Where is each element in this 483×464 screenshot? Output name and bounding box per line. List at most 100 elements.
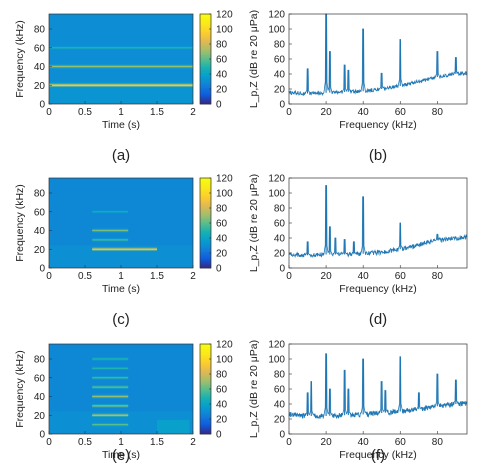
y-tick-label: 120 xyxy=(268,10,285,21)
colorbar-segment xyxy=(200,96,211,99)
colorbar-segment xyxy=(200,181,211,183)
colorbar-segment xyxy=(200,44,211,46)
colorbar-tick-label: 60 xyxy=(216,219,228,230)
colorbar-segment xyxy=(200,99,211,102)
spectral-band xyxy=(49,47,193,49)
x-tick-label: 0 xyxy=(286,271,292,282)
colorbar-segment xyxy=(200,48,211,51)
colorbar-segment xyxy=(200,244,211,246)
colorbar-segment xyxy=(200,396,211,399)
colorbar-segment xyxy=(200,395,211,397)
x-tick-label: 60 xyxy=(395,107,407,118)
colorbar-segment xyxy=(200,27,211,30)
x-tick-label: 80 xyxy=(432,107,444,118)
colorbar-segment xyxy=(200,38,211,40)
colorbar-segment xyxy=(200,92,211,94)
colorbar-segment xyxy=(200,224,211,227)
colorbar-segment xyxy=(200,226,211,228)
colorbar-segment xyxy=(200,259,211,261)
colorbar-segment xyxy=(200,422,211,424)
colorbar-segment xyxy=(200,14,211,16)
colorbar-segment xyxy=(200,199,211,201)
x-tick-label: 0 xyxy=(46,107,52,118)
colorbar-segment xyxy=(200,250,211,252)
y-tick-label: 80 xyxy=(274,370,286,381)
colorbar-segment xyxy=(200,407,211,409)
y-tick-label: 20 xyxy=(274,85,286,96)
y-tick-label: 40 xyxy=(34,392,46,403)
colorbar-segment xyxy=(200,188,211,191)
colorbar-segment xyxy=(200,372,211,375)
colorbar-segment xyxy=(200,402,211,405)
x-tick-label: 0.5 xyxy=(78,271,92,282)
colorbar-tick-label: 20 xyxy=(216,415,228,426)
colorbar-segment xyxy=(200,371,211,373)
y-tick-label: 40 xyxy=(274,70,286,81)
colorbar-segment xyxy=(200,357,211,360)
colorbar-segment xyxy=(200,182,211,185)
colorbar-segment xyxy=(200,428,211,430)
colorbar-tick-label: 100 xyxy=(216,25,233,36)
colorbar-segment xyxy=(200,230,211,233)
colorbar-segment xyxy=(200,410,211,412)
x-tick-label: 0 xyxy=(46,271,52,282)
x-tick-label: 20 xyxy=(321,437,333,448)
y-tick-label: 20 xyxy=(274,249,286,260)
x-axis-label: Frequency (kHz) xyxy=(339,449,417,461)
spectral-band xyxy=(92,367,129,370)
x-axis-label: Frequency (kHz) xyxy=(339,119,417,131)
y-tick-label: 100 xyxy=(268,355,285,366)
x-tick-label: 0 xyxy=(286,437,292,448)
x-tick-label: 80 xyxy=(432,271,444,282)
colorbar-segment xyxy=(200,266,211,269)
colorbar-segment xyxy=(200,425,211,427)
colorbar-segment xyxy=(200,17,211,19)
colorbar-segment xyxy=(200,75,211,78)
colorbar-segment xyxy=(200,24,211,27)
colorbar-segment xyxy=(200,74,211,76)
spectral-band xyxy=(92,395,129,398)
colorbar-segment xyxy=(200,417,211,420)
y-axis-label: Frequency (kHz) xyxy=(14,20,26,98)
colorbar-segment xyxy=(200,178,211,180)
colorbar-segment xyxy=(200,398,211,400)
colorbar-segment xyxy=(200,214,211,216)
colorbar-segment xyxy=(200,360,211,363)
x-tick-label: 1 xyxy=(118,107,124,118)
x-tick-label: 2 xyxy=(190,271,196,282)
y-tick-label: 60 xyxy=(274,385,286,396)
y-tick-label: 0 xyxy=(39,100,45,111)
x-tick-label: 0.5 xyxy=(78,437,92,448)
colorbar-segment xyxy=(200,393,211,396)
colorbar-tick-label: 80 xyxy=(216,40,228,51)
colorbar-segment xyxy=(200,65,211,67)
colorbar-tick-label: 0 xyxy=(216,264,222,275)
panel-caption: (b) xyxy=(369,147,387,164)
colorbar-segment xyxy=(200,30,211,33)
spectral-band xyxy=(49,65,193,68)
panel-caption: (e) xyxy=(112,447,130,464)
y-tick-label: 40 xyxy=(34,62,46,73)
colorbar-segment xyxy=(200,86,211,88)
colorbar-segment xyxy=(200,359,211,361)
colorbar-segment xyxy=(200,265,211,267)
colorbar-segment xyxy=(200,212,211,215)
spectral-band xyxy=(92,377,129,379)
panel-caption: (d) xyxy=(369,311,387,328)
colorbar-segment xyxy=(200,32,211,34)
y-tick-label: 60 xyxy=(274,219,286,230)
colorbar-segment xyxy=(200,47,211,49)
colorbar-segment xyxy=(200,187,211,189)
colorbar-segment xyxy=(200,235,211,237)
colorbar-segment xyxy=(200,345,211,348)
colorbar-segment xyxy=(200,23,211,25)
colorbar-segment xyxy=(200,21,211,24)
x-tick-label: 1 xyxy=(118,271,124,282)
colorbar-segment xyxy=(200,54,211,57)
panel-caption: (a) xyxy=(112,147,130,164)
colorbar-segment xyxy=(200,81,211,84)
x-axis-label: Time (s) xyxy=(102,449,140,461)
